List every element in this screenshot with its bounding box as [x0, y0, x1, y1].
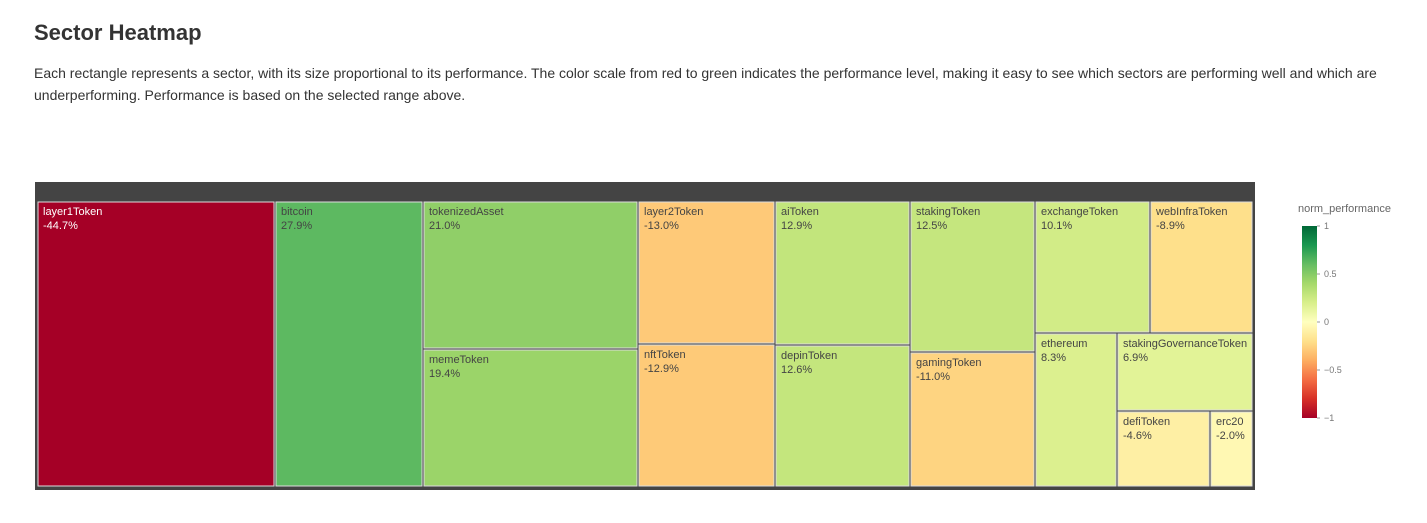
- colorbar: [1302, 226, 1317, 418]
- sector-value-label: -8.9%: [1156, 220, 1185, 232]
- sector-value-label: 10.1%: [1041, 220, 1072, 232]
- sector-value-label: -44.7%: [43, 220, 78, 232]
- sector-name: layer2Token: [644, 206, 703, 218]
- sector-name: depinToken: [781, 350, 837, 362]
- sector-tile: [423, 201, 638, 349]
- sector-name: exchangeToken: [1041, 206, 1118, 218]
- sector-tile: [1035, 333, 1117, 487]
- sector-name: defiToken: [1123, 416, 1170, 428]
- sector-name: stakingGovernanceToken: [1123, 338, 1247, 350]
- sector-name: tokenizedAsset: [429, 206, 504, 218]
- sector-name: erc20: [1216, 416, 1244, 428]
- sector-value-label: 19.4%: [429, 368, 460, 380]
- sector-tile: [1035, 201, 1150, 333]
- colorbar-tick-label: 0.5: [1324, 269, 1337, 279]
- colorbar-tick-label: 0: [1324, 317, 1329, 327]
- description: Each rectangle represents a sector, with…: [34, 65, 1377, 103]
- sector-tile: [1210, 411, 1253, 487]
- sector-name: memeToken: [429, 354, 489, 366]
- sector-name: aiToken: [781, 206, 819, 218]
- sector-tile: [275, 201, 423, 487]
- sector-name: webInfraToken: [1155, 206, 1228, 218]
- sector-tile: [638, 344, 775, 487]
- sector-name: gamingToken: [916, 357, 981, 369]
- sector-tile: [910, 201, 1035, 352]
- sector-value-label: 12.9%: [781, 220, 812, 232]
- sector-name: ethereum: [1041, 338, 1087, 350]
- colorbar-tick-label: −0.5: [1324, 365, 1342, 375]
- sector-name: nftToken: [644, 349, 686, 361]
- colorbar-tick-label: 1: [1324, 221, 1329, 231]
- sector-value-label: 27.9%: [281, 220, 312, 232]
- sector-name: bitcoin: [281, 206, 313, 218]
- sector-value-label: -13.0%: [644, 220, 679, 232]
- sector-value-label: 8.3%: [1041, 352, 1066, 364]
- sector-value-label: 12.5%: [916, 220, 947, 232]
- sector-value-label: 21.0%: [429, 220, 460, 232]
- sector-name: stakingToken: [916, 206, 980, 218]
- sector-tile: [775, 345, 910, 487]
- sector-tile: [37, 201, 275, 487]
- sector-tile: [775, 201, 910, 345]
- sector-value-label: 12.6%: [781, 364, 812, 376]
- sector-value-label: -4.6%: [1123, 430, 1152, 442]
- sector-tile: [1150, 201, 1253, 333]
- sector-name: layer1Token: [43, 206, 102, 218]
- colorbar-title: norm_performance: [1298, 203, 1391, 215]
- sector-value-label: -2.0%: [1216, 430, 1245, 442]
- sector-tile: [1117, 411, 1210, 487]
- sector-value-label: 6.9%: [1123, 352, 1148, 364]
- sector-tile: [910, 352, 1035, 487]
- page-title: Sector Heatmap: [34, 20, 202, 45]
- sector-tile: [1117, 333, 1253, 411]
- colorbar-tick-label: −1: [1324, 413, 1334, 423]
- sector-value-label: -12.9%: [644, 363, 679, 375]
- sector-tile: [638, 201, 775, 344]
- sector-tile: [423, 349, 638, 487]
- sector-value-label: -11.0%: [916, 371, 950, 383]
